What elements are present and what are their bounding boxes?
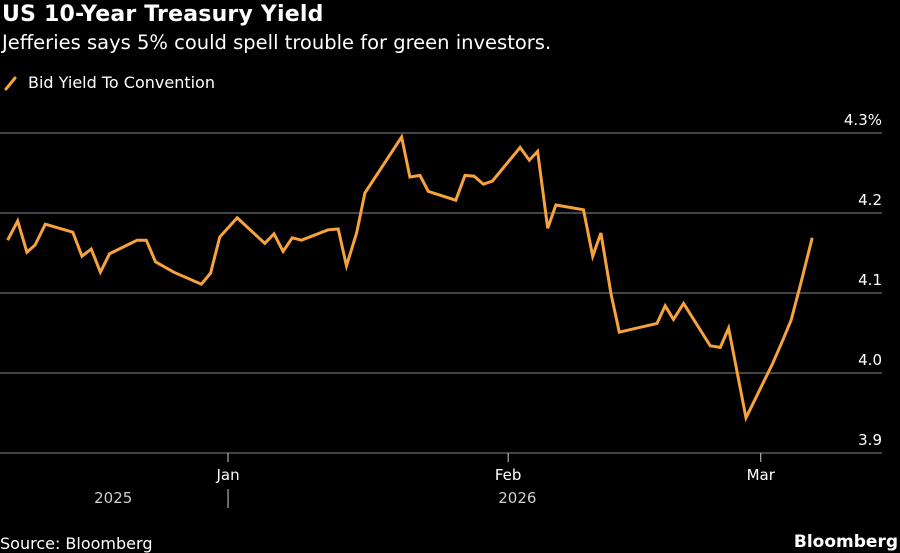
chart-title: US 10-Year Treasury Yield	[2, 2, 324, 27]
bloomberg-logo: Bloomberg	[793, 532, 898, 552]
year-label: 2025	[94, 489, 132, 507]
y-tick-label: 4.2	[858, 191, 882, 209]
source-note: Source: Bloomberg	[0, 534, 153, 553]
chart-subtitle: Jefferies says 5% could spell trouble fo…	[2, 31, 552, 54]
y-tick-label: 4.3%	[844, 111, 882, 129]
x-tick-label: Feb	[495, 466, 522, 484]
y-tick-label: 4.1	[858, 271, 882, 289]
x-tick-label: Mar	[747, 466, 776, 484]
y-tick-label: 3.9	[858, 431, 882, 449]
legend-label: Bid Yield To Convention	[28, 73, 215, 92]
series-line-bid-yield	[6, 133, 814, 423]
year-label: 2026	[498, 489, 536, 507]
legend-line-icon	[4, 76, 17, 90]
x-tick-label: Jan	[215, 466, 239, 484]
legend: Bid Yield To Convention	[4, 73, 215, 92]
y-tick-label: 4.0	[858, 351, 882, 369]
